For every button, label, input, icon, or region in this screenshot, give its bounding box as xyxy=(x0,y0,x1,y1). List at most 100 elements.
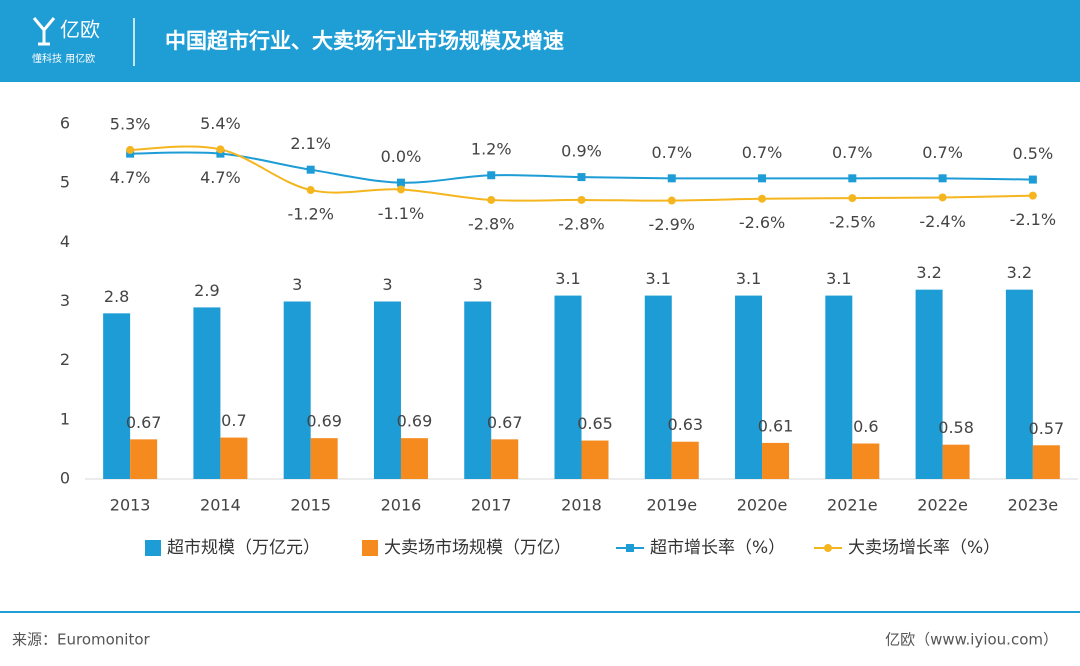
source: 来源：Euromonitor xyxy=(12,631,151,649)
line-marker xyxy=(667,174,676,183)
line-label: 0.7% xyxy=(832,143,873,162)
line-marker xyxy=(848,194,857,203)
bar-label: 0.65 xyxy=(577,414,613,433)
bar-label: 3.2 xyxy=(916,263,941,282)
logo-icon xyxy=(32,17,56,46)
x-tick-label: 2018 xyxy=(561,496,602,515)
line-label: 4.7% xyxy=(110,168,151,187)
bar xyxy=(1005,289,1033,479)
line-marker xyxy=(577,173,586,182)
bar-label: 0.58 xyxy=(938,418,974,437)
legend-label: 大卖场增长率（%） xyxy=(848,538,1000,558)
line-label: -2.4% xyxy=(919,212,965,231)
line-label: -2.8% xyxy=(558,214,604,233)
line-marker xyxy=(126,145,135,154)
line-marker xyxy=(667,196,676,205)
y-tick-label: 5 xyxy=(60,173,70,192)
bar xyxy=(220,437,248,479)
bar xyxy=(130,439,158,479)
line-marker xyxy=(577,195,586,204)
header-bar xyxy=(0,0,1080,82)
y-tick-label: 4 xyxy=(60,232,70,251)
bar xyxy=(762,442,790,479)
line-label: -1.2% xyxy=(287,205,333,224)
y-tick-label: 0 xyxy=(60,469,70,488)
x-tick-label: 2015 xyxy=(290,496,331,515)
bar-label: 3 xyxy=(473,275,483,294)
bar-label: 0.67 xyxy=(126,413,162,432)
line-label: 5.4% xyxy=(200,114,241,133)
line-marker xyxy=(306,186,315,195)
bar-label: 0.6 xyxy=(853,417,878,436)
x-tick-label: 2021e xyxy=(827,496,878,515)
bar-label: 3 xyxy=(292,275,302,294)
bar-label: 3.1 xyxy=(555,269,580,288)
line-marker xyxy=(938,193,947,202)
line-label: 0.5% xyxy=(1013,144,1054,163)
line-label: -2.9% xyxy=(649,215,695,234)
bar xyxy=(644,295,672,479)
bar-label: 3 xyxy=(382,275,392,294)
slogan: 懂科技 用亿欧 xyxy=(32,52,95,65)
bar xyxy=(554,295,582,479)
line-marker xyxy=(306,165,315,174)
header-title: 中国超市行业、大卖场行业市场规模及增速 xyxy=(165,29,564,53)
line-label: -2.8% xyxy=(468,214,514,233)
line-label: -2.1% xyxy=(1010,210,1056,229)
bar-label: 0.67 xyxy=(487,413,523,432)
line-marker xyxy=(938,174,947,183)
line-label: 2.1% xyxy=(290,134,331,153)
x-tick-label: 2013 xyxy=(110,496,151,515)
y-tick-label: 3 xyxy=(60,291,70,310)
bar-label: 0.7 xyxy=(221,411,246,430)
bar-label: 3.1 xyxy=(646,269,671,288)
bar xyxy=(464,301,492,479)
bar-label: 0.61 xyxy=(758,416,794,435)
bar xyxy=(400,438,428,479)
line-label: 4.7% xyxy=(200,168,241,187)
credit: 亿欧（www.iyiou.com） xyxy=(885,631,1058,649)
logo: 亿欧 xyxy=(60,18,100,42)
line-label: 0.7% xyxy=(922,143,963,162)
bar-label: 3.2 xyxy=(1007,263,1032,282)
x-tick-label: 2017 xyxy=(471,496,512,515)
line-marker xyxy=(848,174,857,183)
x-tick-label: 2019e xyxy=(646,496,697,515)
line-marker xyxy=(216,149,225,158)
line-marker xyxy=(1028,175,1037,184)
x-tick-label: 2023e xyxy=(1008,496,1059,515)
y-tick-label: 2 xyxy=(60,350,70,369)
bar-label: 0.63 xyxy=(667,415,703,434)
bar xyxy=(915,289,943,479)
line-marker xyxy=(1028,191,1037,200)
bar xyxy=(671,441,699,479)
line-marker xyxy=(758,174,767,183)
bar xyxy=(852,443,880,479)
bar xyxy=(193,307,221,479)
legend-marker xyxy=(824,544,832,552)
bar-label: 0.69 xyxy=(306,412,342,431)
line-label: 0.0% xyxy=(381,147,422,166)
bar xyxy=(1032,445,1060,479)
x-tick-label: 2014 xyxy=(200,496,241,515)
bar xyxy=(310,438,338,479)
line-marker xyxy=(487,171,496,180)
bar-label: 0.69 xyxy=(397,412,433,431)
x-tick-label: 2016 xyxy=(381,496,422,515)
bar-label: 3.1 xyxy=(736,269,761,288)
bar xyxy=(825,295,853,479)
line-marker xyxy=(396,185,405,194)
y-tick-label: 1 xyxy=(60,409,70,428)
bar xyxy=(491,439,519,479)
bar xyxy=(373,301,401,479)
legend-label: 超市增长率（%） xyxy=(650,538,785,558)
legend-swatch xyxy=(145,540,161,556)
line-marker xyxy=(396,178,405,187)
bar-label: 2.8 xyxy=(104,287,129,306)
line-marker xyxy=(758,194,767,203)
line-label: 0.7% xyxy=(651,143,692,162)
bar xyxy=(103,313,131,479)
x-tick-label: 2022e xyxy=(917,496,968,515)
legend-marker xyxy=(626,544,634,552)
